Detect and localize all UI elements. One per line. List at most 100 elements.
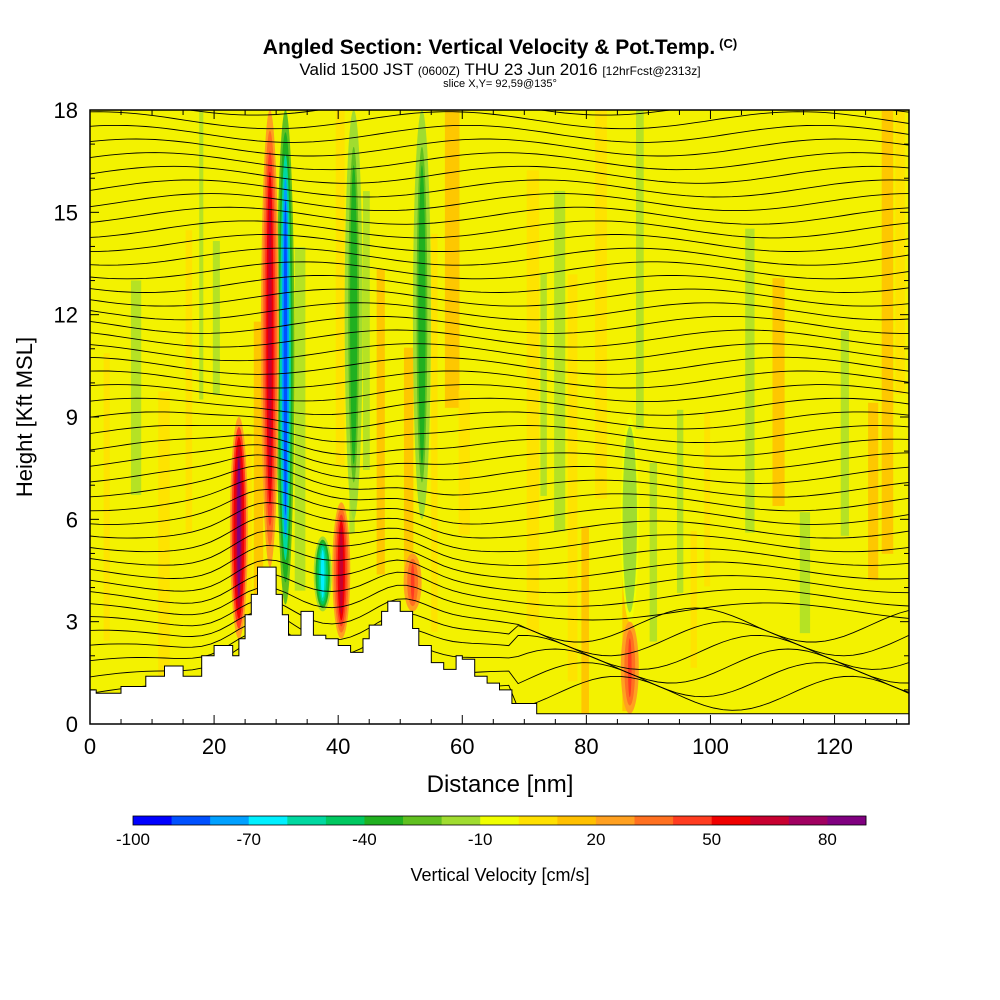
velocity-streak — [868, 402, 879, 581]
y-tick-label: 0 — [66, 712, 78, 737]
y-tick-label: 15 — [54, 200, 78, 225]
isentrope-line — [90, 411, 909, 430]
isentrope-line — [90, 384, 909, 403]
isentrope-line — [90, 621, 909, 670]
terrain — [90, 566, 909, 724]
velocity-streak — [199, 110, 204, 400]
valid-utc: (0600Z) — [417, 64, 460, 78]
y-tick-label: 12 — [54, 303, 78, 328]
x-axis: 0 20 40 60 80 100 120 — [84, 110, 898, 759]
velocity-streak — [799, 512, 811, 634]
x-tick-label: 120 — [816, 734, 853, 759]
velocity-streak — [526, 170, 540, 634]
colorbar-swatch — [595, 816, 635, 825]
plot-background — [90, 110, 909, 724]
y-axis-label: Height [Kft MSL] — [12, 337, 37, 497]
velocity-streak — [567, 274, 578, 682]
isentrope-line — [90, 165, 909, 184]
colorbar-swatch — [171, 816, 211, 825]
isentrope-line — [90, 465, 909, 498]
downdraft-cell — [320, 549, 325, 598]
isentrope-line — [90, 124, 909, 143]
velocity-cells — [229, 110, 639, 714]
velocity-streak — [335, 110, 345, 466]
chart-subtitle: Valid 1500 JST (0600Z) THU 23 Jun 2016 [… — [0, 60, 1000, 80]
colorbar-tick-label: 20 — [586, 830, 605, 849]
velocity-streak — [840, 330, 849, 536]
colorbar-swatch — [673, 816, 713, 825]
colorbar-tick-label: -10 — [468, 830, 493, 849]
velocity-streak — [403, 347, 414, 575]
velocity-streak — [294, 247, 306, 591]
isentrope-line — [90, 559, 909, 594]
velocity-streak — [745, 228, 755, 533]
downdraft-cell — [420, 183, 424, 446]
velocity-streak — [895, 110, 905, 395]
colorbar-swatch — [441, 816, 481, 825]
isentrope-line — [90, 343, 909, 362]
chart-title-suffix: (C) — [719, 36, 738, 51]
isentrope-line — [90, 598, 909, 643]
colorbar-label: Vertical Velocity [cm/s] — [410, 865, 589, 885]
x-tick-label: 60 — [450, 734, 474, 759]
chart-title: Angled Section: Vertical Velocity & Pot.… — [0, 36, 1000, 60]
valid-prefix: Valid 1500 JST — [299, 60, 414, 79]
colorbar-swatch — [750, 816, 790, 825]
isentrope-line — [90, 234, 909, 253]
colorbar-ticks: -100 -70 -40 -10 20 50 80 — [116, 830, 837, 849]
updraft-cell — [339, 526, 344, 615]
colorbar-swatch — [248, 816, 288, 825]
chart-title-text: Angled Section: Vertical Velocity & Pot.… — [262, 36, 716, 59]
isentrope-line — [90, 444, 909, 471]
isentrope-line — [90, 424, 909, 444]
velocity-streak — [649, 462, 658, 642]
updraft-cell — [237, 456, 241, 599]
isentrope-line — [90, 476, 909, 512]
velocity-streak — [253, 321, 264, 645]
colorbar-swatch — [480, 816, 520, 825]
velocity-streak — [444, 110, 460, 408]
isentropes — [90, 110, 909, 711]
colorbar-swatch — [287, 816, 327, 825]
isentrope-line — [90, 544, 909, 580]
colorbar-swatch — [827, 816, 867, 825]
isentrope-line — [90, 152, 909, 171]
y-tick-label: 6 — [66, 507, 78, 532]
colorbar-swatch — [133, 816, 172, 825]
updraft-cell — [410, 563, 415, 601]
isentrope-line — [90, 515, 909, 553]
isentrope-line — [90, 488, 909, 525]
colorbar-swatch — [518, 816, 558, 825]
isentrope-line — [90, 571, 909, 607]
colorbar-swatch — [634, 816, 674, 825]
y-axis: 0 3 6 9 12 15 18 — [54, 98, 909, 737]
isentrope-line — [90, 370, 909, 389]
velocity-streak — [690, 531, 697, 668]
forecast-info: [12hrFcst@2313z] — [602, 64, 701, 78]
isentrope-line — [186, 110, 909, 116]
x-tick-label: 80 — [574, 734, 598, 759]
isentrope-line — [90, 138, 909, 157]
x-axis-label: Distance [nm] — [427, 771, 574, 798]
velocity-streak — [676, 409, 684, 593]
isentrope-line — [90, 302, 909, 321]
colorbar-tick-label: -70 — [236, 830, 261, 849]
x-tick-label: 0 — [84, 734, 96, 759]
isentrope-line — [90, 220, 909, 239]
colorbar-swatch — [364, 816, 404, 825]
colorbar-frame — [132, 815, 867, 826]
velocity-streak — [363, 191, 370, 470]
downdraft-cell — [351, 183, 356, 446]
colorbar-swatch — [557, 816, 597, 825]
velocity-streak — [103, 353, 110, 641]
isentrope-line — [90, 247, 909, 266]
velocity-streak — [554, 190, 566, 532]
velocity-streak — [540, 273, 547, 496]
colorbar-swatch — [788, 816, 828, 825]
colorbar — [132, 815, 867, 826]
colorbar-swatch — [711, 816, 751, 825]
isentrope-line — [90, 315, 909, 334]
isentrope-line — [90, 434, 909, 457]
isentrope-line — [90, 502, 909, 539]
